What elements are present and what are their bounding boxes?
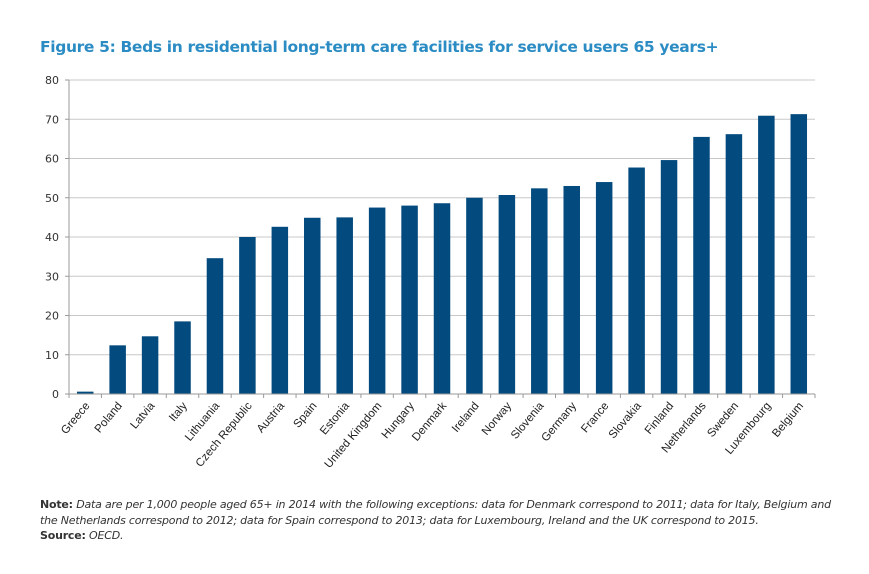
x-tick-label: Greece: [59, 400, 92, 437]
y-tick-label: 60: [45, 153, 59, 166]
note-label: Note:: [40, 498, 73, 511]
chart-title: Figure 5: Beds in residential long-term …: [40, 38, 719, 56]
bar: [206, 258, 224, 394]
y-axis-ticks: 0 10 20 30 40 50 60 70 80: [45, 74, 69, 401]
bars: [76, 114, 808, 395]
bar: [336, 217, 353, 395]
bar: [109, 345, 126, 394]
x-tick-label: Belgium: [770, 400, 806, 440]
axes: [68, 80, 816, 398]
bar: [498, 195, 516, 394]
y-tick-label: 0: [52, 388, 59, 401]
y-tick-label: 10: [45, 349, 59, 362]
x-tick-label: Finland: [643, 400, 676, 437]
bar: [758, 115, 775, 394]
bar: [304, 217, 321, 394]
bar: [790, 114, 808, 395]
x-tick-label: Spain: [291, 400, 319, 430]
bar: [466, 197, 483, 394]
y-tick-label: 30: [45, 270, 59, 283]
x-tick-label: Slovakia: [607, 400, 645, 441]
x-tick-label: Latvia: [128, 400, 157, 432]
x-tick-label: Poland: [93, 400, 125, 435]
bar: [433, 203, 451, 394]
note-text: Data are per 1,000 people aged 65+ in 20…: [40, 498, 831, 527]
bar: [368, 207, 386, 394]
bar: [239, 237, 256, 394]
bar: [76, 391, 94, 394]
bar: [563, 185, 580, 394]
x-tick-label: Denmark: [410, 400, 449, 444]
y-tick-label: 80: [45, 74, 59, 87]
bar: [693, 136, 710, 394]
bar: [271, 226, 289, 394]
y-tick-label: 40: [45, 231, 59, 244]
y-tick-label: 70: [45, 113, 59, 126]
footnote: Note: Data are per 1,000 people aged 65+…: [40, 497, 840, 544]
bar: [595, 182, 613, 394]
bar: [531, 188, 548, 394]
bar: [141, 336, 159, 394]
x-tick-label: Italy: [167, 400, 190, 424]
x-tick-label: Estonia: [318, 400, 352, 438]
x-tick-label: France: [579, 400, 611, 435]
x-tick-label: Czech Republic: [194, 400, 255, 470]
source-text: OECD.: [89, 529, 124, 542]
y-tick-label: 20: [45, 310, 59, 323]
note-line: Note: Data are per 1,000 people aged 65+…: [40, 497, 840, 528]
source-line: Source: OECD.: [40, 528, 840, 544]
bar: [725, 134, 743, 395]
x-tick-label: Germany: [539, 400, 579, 444]
bar: [401, 205, 418, 394]
bar: [660, 160, 678, 394]
x-tick-label: Ireland: [450, 400, 482, 435]
bar: [628, 167, 645, 394]
bar: [174, 321, 191, 394]
y-tick-label: 50: [45, 192, 59, 205]
source-label: Source:: [40, 529, 86, 542]
x-tick-label: Austria: [255, 400, 288, 436]
x-tick-label: Norway: [480, 400, 514, 438]
x-tick-label: United Kingdom: [323, 400, 385, 470]
